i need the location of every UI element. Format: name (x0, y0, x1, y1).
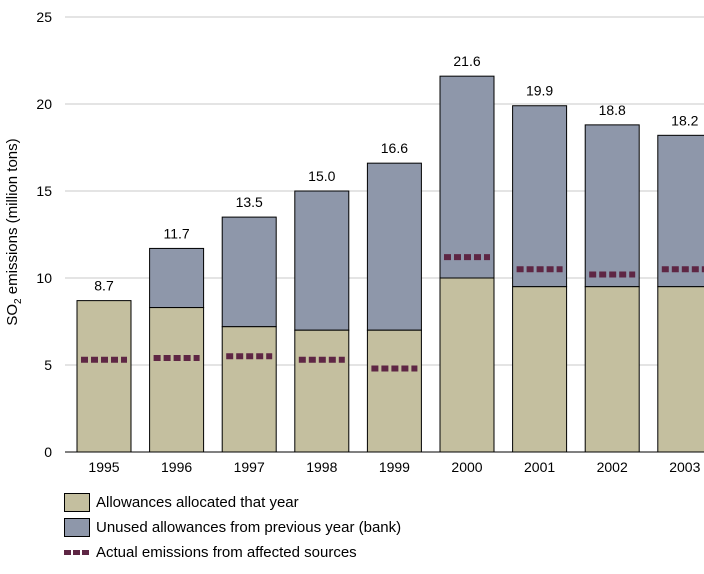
bar-bank (149, 247, 205, 309)
x-tick-label: 1997 (234, 459, 265, 475)
y-tick-label: 5 (44, 357, 52, 373)
chart: 0 5 10 15 20 25 8.7 11.7 13.5 15.0 16.6 21.6 19.9 18… (36, 9, 704, 475)
legend-item-bank: Unused allowances from previous year (ba… (64, 515, 401, 540)
legend-item-allocated: Allowances allocated that year (64, 490, 401, 515)
legend-swatch-bank (64, 518, 90, 537)
bar-bank (366, 162, 422, 331)
legend-item-emissions: Actual emissions from affected sources (64, 540, 401, 565)
x-axis-ticks: 1995 1996 1997 1998 1999 2000 2001 2002 2003 (88, 459, 700, 475)
bar-total-label: 16.6 (381, 140, 408, 156)
bar-allocated (439, 277, 495, 453)
y-tick-label: 15 (36, 183, 52, 199)
bar-bank (439, 75, 495, 279)
x-tick-label: 2002 (597, 459, 628, 475)
legend-swatch-allocated (64, 493, 90, 512)
bar-allocated (657, 286, 704, 453)
y-tick-label: 10 (36, 270, 52, 286)
bar-allocated (76, 300, 132, 453)
bar-allocated (294, 329, 350, 453)
x-tick-label: 1995 (88, 459, 119, 475)
bar-bank (657, 134, 704, 288)
bar-bank (294, 190, 350, 331)
bar-allocated (221, 326, 277, 453)
legend: Allowances allocated that year Unused al… (64, 490, 401, 565)
y-axis-ticks: 0 5 10 15 20 25 (36, 9, 52, 460)
bar-bank (584, 124, 640, 288)
x-tick-label: 2003 (669, 459, 700, 475)
bar-total-label: 19.9 (526, 83, 553, 99)
bar-total-label: 21.6 (453, 53, 480, 69)
bars: 8.7 11.7 13.5 15.0 16.6 21.6 19.9 18.8 18.2 (76, 53, 704, 453)
y-axis-label: SO2 emissions (million tons) (4, 138, 24, 326)
legend-label-emissions: Actual emissions from affected sources (96, 544, 357, 561)
bar-allocated (512, 286, 568, 453)
legend-label-allocated: Allowances allocated that year (96, 494, 299, 511)
legend-label-bank: Unused allowances from previous year (ba… (96, 519, 402, 536)
bar-total-label: 18.8 (599, 102, 626, 118)
y-tick-label: 25 (36, 9, 52, 25)
bar-total-label: 11.7 (163, 225, 189, 241)
bar-allocated (366, 329, 422, 453)
bar-total-label: 8.7 (94, 278, 114, 294)
x-tick-label: 1998 (306, 459, 337, 475)
x-tick-label: 1996 (161, 459, 192, 475)
bar-total-label: 18.2 (671, 112, 698, 128)
y-tick-label: 0 (44, 444, 52, 460)
bar-bank (512, 105, 568, 288)
legend-swatch-emissions (64, 543, 90, 562)
bar-total-label: 15.0 (308, 168, 335, 184)
x-tick-label: 1999 (379, 459, 410, 475)
bar-allocated (149, 307, 205, 453)
x-tick-label: 2001 (524, 459, 555, 475)
x-tick-label: 2000 (451, 459, 482, 475)
y-tick-label: 20 (36, 96, 52, 112)
bar-total-label: 13.5 (236, 194, 263, 210)
bar-allocated (584, 286, 640, 453)
bar-bank (221, 216, 277, 328)
